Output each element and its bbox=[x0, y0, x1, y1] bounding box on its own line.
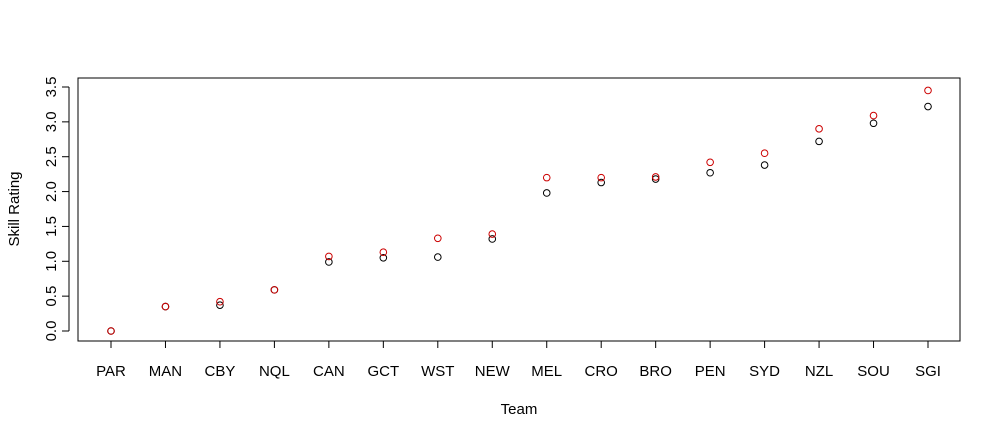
x-tick-label: CBY bbox=[205, 363, 236, 380]
x-tick-label: WST bbox=[421, 363, 454, 380]
y-axis: 0.0 0.5 1.0 1.5 2.0 2.5 3.0 3.5 bbox=[43, 77, 70, 342]
data-point-series-1 bbox=[651, 175, 660, 183]
data-point-series-1 bbox=[325, 258, 333, 266]
y-tick-label: 3.0 bbox=[43, 111, 60, 132]
x-tick-label: NZL bbox=[805, 363, 833, 380]
data-point-series-1 bbox=[379, 253, 388, 262]
data-point-series-2 bbox=[216, 297, 224, 306]
plot-area-frame bbox=[77, 77, 961, 342]
y-tick-label: 0.0 bbox=[43, 321, 60, 342]
data-point-series-2 bbox=[379, 248, 388, 257]
x-tick-label: GCT bbox=[367, 363, 399, 380]
data-point-series-2 bbox=[107, 327, 115, 335]
x-tick-label: BRO bbox=[639, 363, 672, 380]
data-point-series-2 bbox=[706, 158, 714, 167]
y-tick-label: 3.5 bbox=[43, 77, 60, 98]
x-tick-label: MEL bbox=[531, 363, 562, 380]
x-tick-label: SYD bbox=[749, 363, 780, 380]
data-point-series-1 bbox=[760, 161, 769, 169]
y-tick-label: 1.0 bbox=[43, 251, 60, 272]
y-tick-label: 1.5 bbox=[43, 216, 60, 237]
x-axis-title: Team bbox=[501, 401, 538, 418]
data-point-series-2 bbox=[869, 111, 878, 120]
data-point-series-1 bbox=[597, 178, 606, 187]
data-point-series-1 bbox=[488, 235, 497, 243]
x-tick-label: PEN bbox=[695, 363, 726, 380]
data-point-series-2 bbox=[924, 86, 932, 95]
data-point-series-1 bbox=[815, 137, 823, 146]
data-point-series-1 bbox=[542, 189, 551, 197]
y-tick-label: 2.0 bbox=[43, 181, 60, 202]
data-point-series-2 bbox=[651, 173, 660, 181]
x-axis: PAR MAN CBY NQL CAN GCT WST NEW MEL CRO BRO PEN SYD N… bbox=[96, 340, 941, 380]
data-point-series-1 bbox=[706, 168, 714, 177]
data-point-series-1 bbox=[434, 253, 442, 261]
x-tick-label: SGI bbox=[915, 363, 941, 380]
data-point-series-1 bbox=[216, 301, 224, 310]
data-point-series-2 bbox=[434, 234, 442, 243]
data-point-series-2 bbox=[325, 252, 333, 261]
data-point-series-2 bbox=[597, 173, 606, 182]
y-axis-title: Skill Rating bbox=[6, 171, 23, 246]
x-tick-label: MAN bbox=[149, 363, 182, 380]
y-tick-label: 2.5 bbox=[43, 146, 60, 167]
x-tick-label: CAN bbox=[313, 363, 345, 380]
data-point-series-2 bbox=[760, 149, 769, 158]
data-point-series-1 bbox=[869, 119, 878, 128]
data-point-series-2 bbox=[161, 302, 170, 311]
data-point-series-2 bbox=[270, 286, 279, 294]
x-tick-label: NEW bbox=[475, 363, 511, 380]
x-tick-label: SOU bbox=[857, 363, 890, 380]
data-points bbox=[107, 86, 932, 335]
data-point-series-2 bbox=[542, 173, 551, 182]
data-point-series-1 bbox=[924, 102, 932, 111]
data-point-series-2 bbox=[815, 125, 823, 133]
y-tick-label: 0.5 bbox=[43, 286, 60, 307]
x-tick-label: PAR bbox=[96, 363, 126, 380]
x-tick-label: NQL bbox=[259, 363, 290, 380]
x-tick-label: CRO bbox=[585, 363, 618, 380]
data-point-series-2 bbox=[488, 230, 497, 238]
